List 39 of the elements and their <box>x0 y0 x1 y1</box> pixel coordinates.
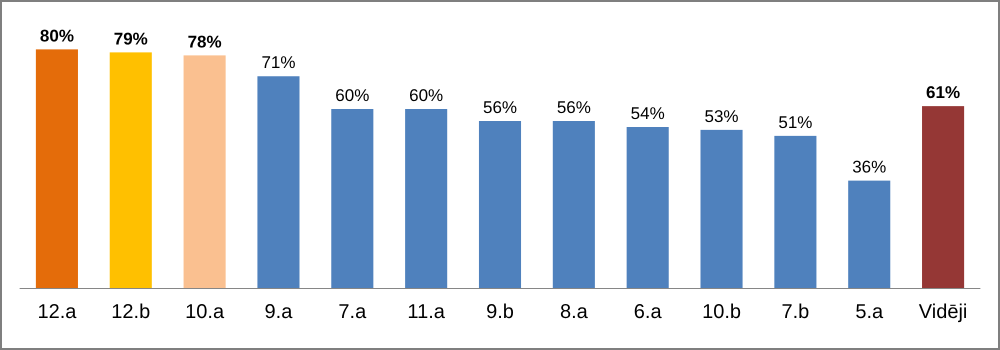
bar <box>405 109 448 288</box>
bar <box>848 180 890 288</box>
bar <box>552 120 595 288</box>
data-label: 60% <box>409 86 444 106</box>
data-label: 79% <box>114 29 148 48</box>
data-label: 80% <box>40 26 74 46</box>
x-tick-label: 11.a <box>407 301 446 323</box>
data-label: 54% <box>630 104 665 123</box>
data-label: 53% <box>704 106 739 126</box>
x-tick-label: 9.a <box>264 301 294 323</box>
bar <box>478 120 522 288</box>
bar <box>184 55 226 288</box>
bar <box>626 126 669 288</box>
bar <box>922 106 964 288</box>
x-tick-label: 5.a <box>855 301 884 323</box>
bar <box>700 130 743 288</box>
bar <box>110 52 152 288</box>
x-tick-label: 10.a <box>185 301 225 323</box>
data-label: 71% <box>261 53 296 72</box>
x-tick-label: 12.b <box>111 301 150 323</box>
data-label: 51% <box>778 112 812 132</box>
x-tick-label: 9.b <box>486 301 514 323</box>
x-tick-label: 10.b <box>702 301 742 323</box>
data-label: 56% <box>482 98 518 117</box>
bar <box>36 49 78 288</box>
bar <box>774 136 816 288</box>
x-tick-label: 7.b <box>781 301 810 323</box>
x-tick-label: 7.a <box>338 301 368 323</box>
x-tick-label: 12.a <box>37 301 78 323</box>
x-tick-label: 8.a <box>560 301 589 323</box>
data-label: 78% <box>188 32 222 52</box>
x-tick-label: 6.a <box>634 301 662 323</box>
data-label: 60% <box>335 86 370 106</box>
bar <box>331 109 374 288</box>
data-label: 56% <box>556 98 591 117</box>
x-tick-label: Vidēji <box>918 301 968 323</box>
data-label: 36% <box>852 158 886 177</box>
data-label: 61% <box>926 83 960 102</box>
bar <box>257 76 300 288</box>
